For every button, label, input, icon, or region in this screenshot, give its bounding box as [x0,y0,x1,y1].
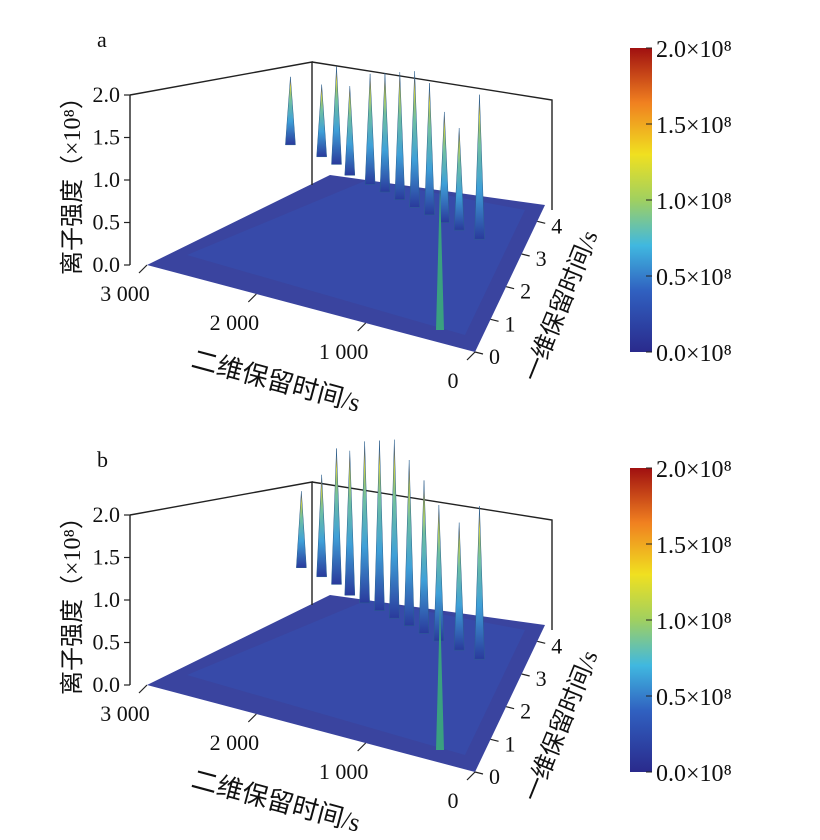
peak-3 [344,450,356,596]
x-tick-label: 1 000 [319,759,369,784]
back-wall-right [311,61,553,210]
panel-label: a [97,27,107,52]
peak-2 [344,86,356,176]
peak-10 [474,94,485,240]
y-tick-label: 3 [536,246,547,271]
z-tick-label: 1.5 [93,125,121,150]
peak-11 [285,76,296,146]
x-tick-mark [138,264,148,274]
colorbar-tick-label: 1.0×10⁸ [656,609,732,635]
z-tick-label: 0.0 [93,252,121,277]
y-tick-mark [537,640,546,644]
y-tick-label: 2 [520,699,531,724]
peak-3 [364,73,376,185]
peak-9 [453,128,465,231]
z-tick-label: 1.0 [93,587,121,612]
y-tick-mark [474,351,484,355]
x-tick-label: 2 000 [210,310,260,335]
z-tick-label: 1.0 [93,167,121,192]
peak-7 [424,83,435,216]
peak-1 [331,66,342,165]
peak-10 [453,522,465,651]
x-tick-label: 3 000 [100,281,150,306]
z-tick-label: 0.5 [93,630,121,655]
x-tick-mark [466,351,476,361]
colorbar-tick-label: 0.5×10⁸ [656,265,732,291]
peak-2 [331,448,342,585]
y-tick-label: 4 [551,213,562,238]
z-tick-label: 2.0 [93,82,121,107]
peak-1 [316,474,327,578]
back-wall-left [129,481,313,605]
y-tick-mark [505,706,515,710]
x-tick-label: 0 [448,368,459,393]
y-tick-mark [537,220,546,224]
x-tick-mark [247,293,257,303]
y-tick-label: 2 [520,279,531,304]
peak-6 [409,71,420,208]
y-tick-label: 3 [536,666,547,691]
y-axis-title: 一维保留时间/s [519,227,604,385]
z-axis-title: 离子强度（×10⁸） [59,505,86,695]
x-tick-mark [138,684,148,694]
z-tick-label: 1.5 [93,545,121,570]
x-tick-label: 1 000 [319,339,369,364]
peak-front-sliver [436,185,444,330]
y-tick-mark [521,673,530,677]
z-axis-title: 离子强度（×10⁸） [59,85,86,275]
y-tick-mark [474,771,484,775]
colorbar-tick-label: 1.0×10⁸ [656,189,732,215]
x-tick-label: 2 000 [210,730,260,755]
panel-label: b [97,447,108,472]
y-tick-label: 1 [505,311,516,336]
peak-4 [379,72,391,193]
colorbar-tick-label: 0.0×10⁸ [656,761,732,787]
x-tick-mark [466,771,476,781]
z-tick-label: 0.0 [93,672,121,697]
peak-0 [316,84,327,158]
x-tick-label: 3 000 [100,701,150,726]
z-tick-label: 0.5 [93,210,121,235]
peak-5 [374,440,385,611]
colorbar-tick-label: 1.5×10⁸ [656,113,732,139]
peak-9 [433,504,445,642]
x-tick-mark [247,713,257,723]
peak-7 [403,460,415,627]
colorbar-tick-label: 2.0×10⁸ [656,37,732,63]
y-tick-label: 0 [489,764,500,789]
y-tick-mark [490,318,499,322]
y-tick-mark [490,738,499,742]
y-tick-mark [505,286,515,290]
colorbar-tick-label: 0.0×10⁸ [656,341,732,367]
y-tick-label: 1 [505,731,516,756]
peak-8 [439,111,450,223]
x-tick-label: 0 [448,788,459,813]
colorbar-tick-label: 2.0×10⁸ [656,457,732,483]
peak-6 [389,439,400,619]
peak-11 [474,506,485,660]
back-wall-right [311,481,553,630]
peak-8 [418,480,430,634]
y-tick-label: 4 [551,633,562,658]
y-axis-title: 一维保留时间/s [519,647,604,805]
z-tick-label: 2.0 [93,502,121,527]
y-tick-mark [521,253,530,257]
peak-5 [394,72,406,200]
colorbar-tick-label: 0.5×10⁸ [656,685,732,711]
y-tick-label: 0 [489,344,500,369]
peak-front-sliver [436,605,444,750]
x-tick-mark [357,322,367,332]
colorbar-tick-label: 1.5×10⁸ [656,533,732,559]
peak-0 [296,491,307,568]
peak-4 [359,441,370,604]
x-tick-mark [357,742,367,752]
back-wall-left [129,61,313,185]
